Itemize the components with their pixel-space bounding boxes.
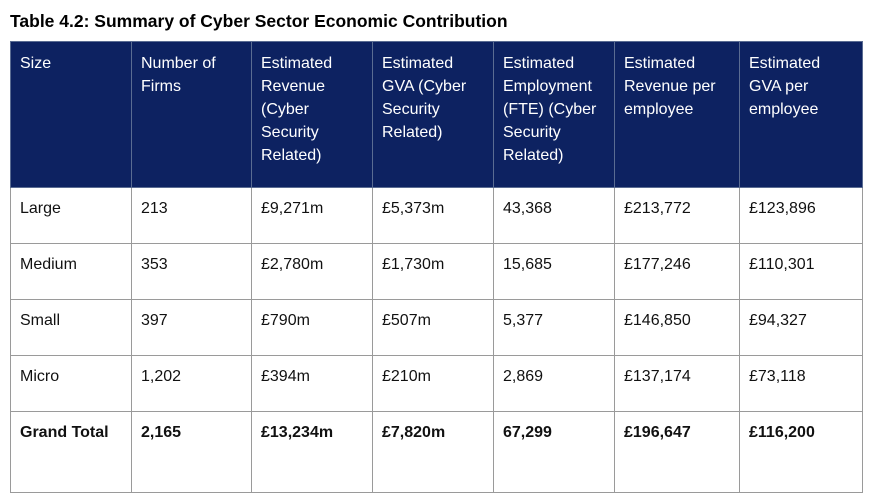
cell-gva-per-employee: £123,896 (739, 187, 863, 244)
cell-number-of-firms: 2,165 (131, 411, 252, 493)
cell-size: Medium (10, 243, 132, 300)
cell-estimated-gva: £210m (372, 355, 494, 412)
cell-estimated-employment: 5,377 (493, 299, 615, 356)
cell-estimated-revenue: £9,271m (251, 187, 373, 244)
cell-revenue-per-employee: £137,174 (614, 355, 740, 412)
cell-number-of-firms: 1,202 (131, 355, 252, 412)
header-size: Size (10, 41, 132, 188)
cell-estimated-gva: £1,730m (372, 243, 494, 300)
cell-estimated-gva: £5,373m (372, 187, 494, 244)
cell-estimated-revenue: £394m (251, 355, 373, 412)
header-number-of-firms: Number of Firms (131, 41, 252, 188)
cell-gva-per-employee: £73,118 (739, 355, 863, 412)
cell-estimated-employment: 43,368 (493, 187, 615, 244)
cell-number-of-firms: 353 (131, 243, 252, 300)
cell-estimated-revenue: £790m (251, 299, 373, 356)
table-row-medium: Medium 353 £2,780m £1,730m 15,685 £177,2… (10, 243, 863, 300)
cell-revenue-per-employee: £177,246 (614, 243, 740, 300)
header-estimated-revenue: Estimated Revenue (Cyber Security Relate… (251, 41, 373, 188)
cyber-sector-summary-table: Size Number of Firms Estimated Revenue (… (10, 41, 863, 493)
table-row-small: Small 397 £790m £507m 5,377 £146,850 £94… (10, 299, 863, 356)
header-gva-per-employee: Estimated GVA per employee (739, 41, 863, 188)
cell-size: Grand Total (10, 411, 132, 493)
cell-estimated-gva: £507m (372, 299, 494, 356)
table-row-large: Large 213 £9,271m £5,373m 43,368 £213,77… (10, 187, 863, 244)
cell-estimated-revenue: £2,780m (251, 243, 373, 300)
cell-number-of-firms: 213 (131, 187, 252, 244)
cell-estimated-employment: 67,299 (493, 411, 615, 493)
cell-estimated-employment: 2,869 (493, 355, 615, 412)
table-title: Table 4.2: Summary of Cyber Sector Econo… (10, 11, 508, 31)
table-row-grand-total: Grand Total 2,165 £13,234m £7,820m 67,29… (10, 411, 863, 493)
header-estimated-gva: Estimated GVA (Cyber Security Related) (372, 41, 494, 188)
cell-gva-per-employee: £110,301 (739, 243, 863, 300)
header-estimated-employment: Estimated Employment (FTE) (Cyber Securi… (493, 41, 615, 188)
cell-size: Small (10, 299, 132, 356)
cell-gva-per-employee: £116,200 (739, 411, 863, 493)
cell-number-of-firms: 397 (131, 299, 252, 356)
header-revenue-per-employee: Estimated Revenue per employee (614, 41, 740, 188)
header-row: Size Number of Firms Estimated Revenue (… (10, 41, 863, 188)
cell-revenue-per-employee: £146,850 (614, 299, 740, 356)
cell-estimated-revenue: £13,234m (251, 411, 373, 493)
cell-estimated-gva: £7,820m (372, 411, 494, 493)
cell-gva-per-employee: £94,327 (739, 299, 863, 356)
cell-size: Large (10, 187, 132, 244)
cell-revenue-per-employee: £213,772 (614, 187, 740, 244)
table-row-micro: Micro 1,202 £394m £210m 2,869 £137,174 £… (10, 355, 863, 412)
cell-estimated-employment: 15,685 (493, 243, 615, 300)
cell-revenue-per-employee: £196,647 (614, 411, 740, 493)
cell-size: Micro (10, 355, 132, 412)
